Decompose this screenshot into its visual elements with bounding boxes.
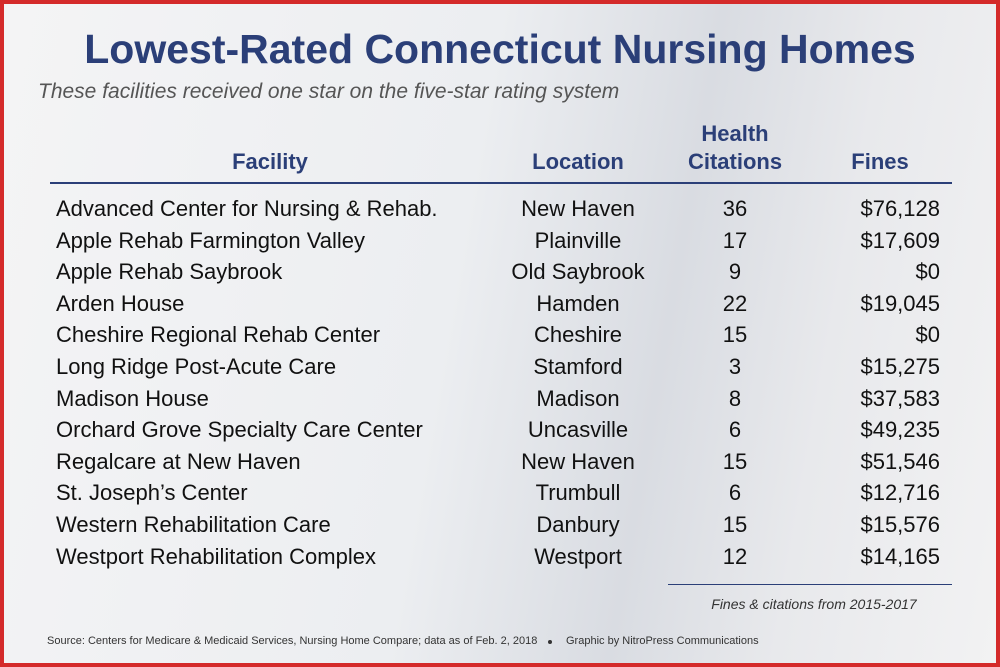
table-cell: Westport xyxy=(534,543,622,569)
column-header: Facility xyxy=(232,149,308,174)
table-cell: Hamden xyxy=(536,290,620,316)
table-cell: Madison xyxy=(536,385,620,411)
table-cell: $14,165 xyxy=(860,543,940,569)
table-cell: New Haven xyxy=(521,196,635,221)
table-cell: Trumbull xyxy=(535,480,621,506)
table-cell: Cheshire Regional Rehab Center xyxy=(56,322,381,348)
table-cell: 3 xyxy=(728,354,742,379)
table-cell: 9 xyxy=(728,259,742,285)
table-cell: Danbury xyxy=(536,512,620,537)
table-cell: Regalcare at New Haven xyxy=(56,448,301,474)
table-cell: $15,576 xyxy=(860,512,940,537)
table-cell: 12 xyxy=(722,543,748,569)
column-header: Location xyxy=(532,149,624,174)
table-cell: Stamford xyxy=(533,354,623,379)
bottom-rule xyxy=(668,584,952,585)
separator-dot xyxy=(548,640,552,644)
footnote: Fines & citations from 2015-2017 xyxy=(711,596,917,612)
table-cell: St. Joseph’s Center xyxy=(56,480,248,506)
table-cell: $37,583 xyxy=(860,385,940,411)
column-header: Health Citations xyxy=(687,121,783,174)
table-cell: 15 xyxy=(722,322,748,348)
table-cell: 15 xyxy=(722,512,748,537)
table-cell: 15 xyxy=(722,448,748,474)
table-cell: $51,546 xyxy=(860,448,940,474)
table-cell: $15,275 xyxy=(860,354,940,379)
table-cell: $17,609 xyxy=(860,227,940,253)
table-cell: 6 xyxy=(728,417,742,443)
table-cell: Arden House xyxy=(56,290,185,316)
table-cell: $49,235 xyxy=(860,417,940,443)
table-cell: Western Rehabilitation Care xyxy=(56,512,331,537)
table-cell: 36 xyxy=(722,196,748,221)
table-cell: $76,128 xyxy=(860,196,940,221)
table-cell: 8 xyxy=(728,385,742,411)
column-header: Fines xyxy=(851,149,909,174)
table-cell: $0 xyxy=(915,322,940,348)
table-cell: Long Ridge Post-Acute Care xyxy=(56,354,337,379)
table-cell: 6 xyxy=(728,480,742,506)
table-cell: New Haven xyxy=(521,448,635,474)
table-cell: 17 xyxy=(722,227,748,253)
table-cell: Apple Rehab Farmington Valley xyxy=(56,227,365,253)
table-cell: $12,716 xyxy=(860,480,940,506)
table-cell: Orchard Grove Specialty Care Center xyxy=(56,417,423,443)
credit: Graphic by NitroPress Communications xyxy=(566,635,759,647)
table-cell: Advanced Center for Nursing & Rehab. xyxy=(56,196,438,221)
header-rule xyxy=(50,182,952,184)
source: Source: Centers for Medicare & Medicaid … xyxy=(47,635,538,647)
title: Lowest-Rated Connecticut Nursing Homes xyxy=(84,26,916,72)
subtitle: These facilities received one star on th… xyxy=(38,80,620,103)
table-cell: $19,045 xyxy=(860,290,940,316)
table-cell: Cheshire xyxy=(533,322,623,348)
table-cell: Apple Rehab Saybrook xyxy=(56,259,283,285)
table-cell: Old Saybrook xyxy=(511,259,645,285)
table-cell: Uncasville xyxy=(527,417,629,443)
table-cell: Madison House xyxy=(56,385,209,411)
table-cell: 22 xyxy=(722,290,748,316)
table-cell: Westport Rehabilitation Complex xyxy=(56,543,376,569)
table-cell: Plainville xyxy=(534,227,622,253)
table-cell: $0 xyxy=(915,259,940,285)
